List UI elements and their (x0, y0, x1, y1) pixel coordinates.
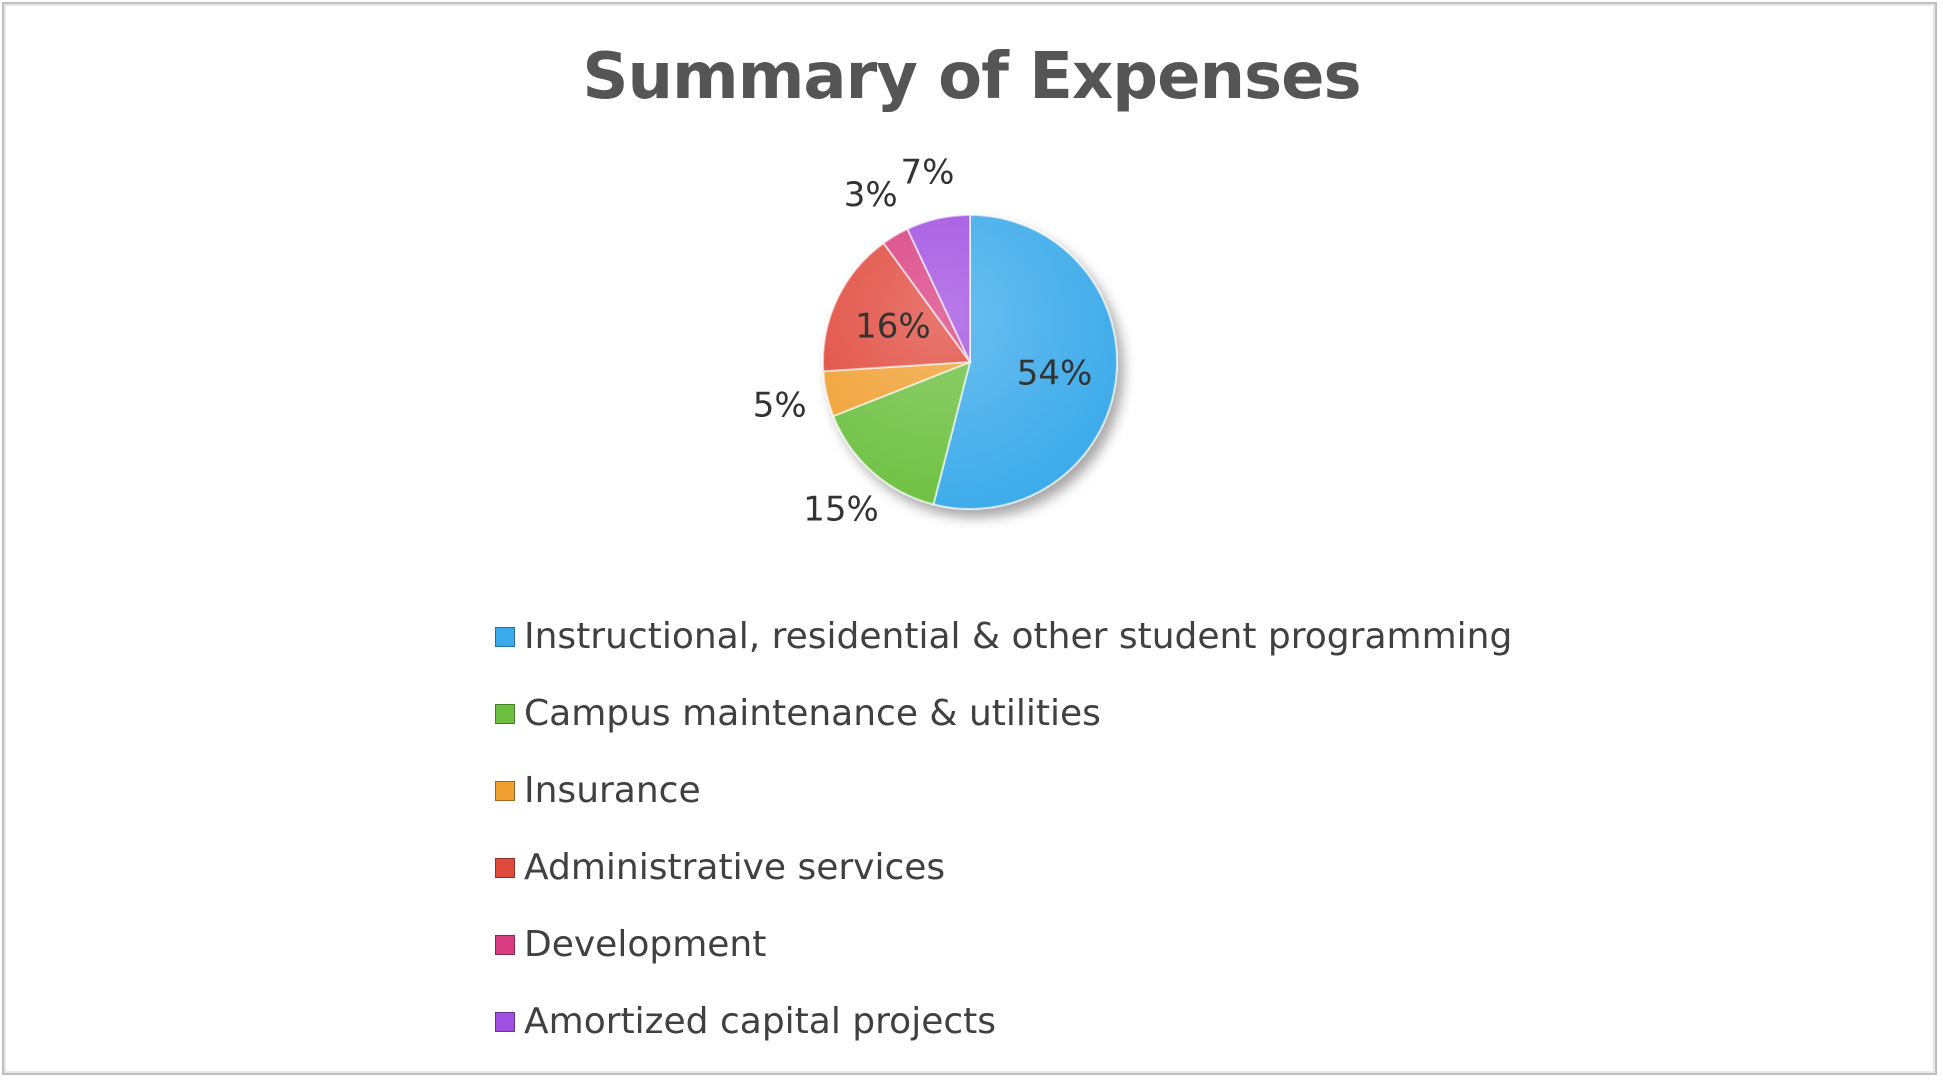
slice-label-3: 16% (855, 307, 931, 347)
legend-item-5: Amortized capital projects (495, 983, 1512, 1060)
legend-swatch-2 (495, 780, 515, 801)
legend-item-0: Instructional, residential & other stude… (495, 598, 1512, 675)
legend-item-4: Development (495, 906, 1512, 983)
chart-title: Summary of Expenses (582, 40, 1361, 114)
slice-label-1: 15% (803, 489, 879, 529)
legend-label-0: Instructional, residential & other stude… (524, 616, 1513, 657)
legend-swatch-0 (495, 626, 515, 647)
legend: Instructional, residential & other stude… (495, 598, 1512, 1060)
legend-swatch-3 (495, 857, 515, 878)
legend-label-4: Development (524, 924, 767, 965)
slice-label-4: 3% (844, 175, 898, 215)
legend-swatch-5 (495, 1011, 515, 1032)
legend-label-3: Administrative services (524, 847, 946, 888)
legend-label-5: Amortized capital projects (524, 1001, 997, 1042)
legend-swatch-4 (495, 934, 515, 955)
slice-label-2: 5% (753, 386, 807, 426)
slice-label-0: 54% (1017, 354, 1093, 394)
legend-item-3: Administrative services (495, 829, 1512, 906)
legend-swatch-1 (495, 703, 515, 724)
legend-label-1: Campus maintenance & utilities (524, 693, 1101, 734)
legend-label-2: Insurance (524, 770, 701, 811)
slice-label-5: 7% (901, 153, 955, 193)
legend-item-1: Campus maintenance & utilities (495, 675, 1512, 752)
legend-item-2: Insurance (495, 752, 1512, 829)
